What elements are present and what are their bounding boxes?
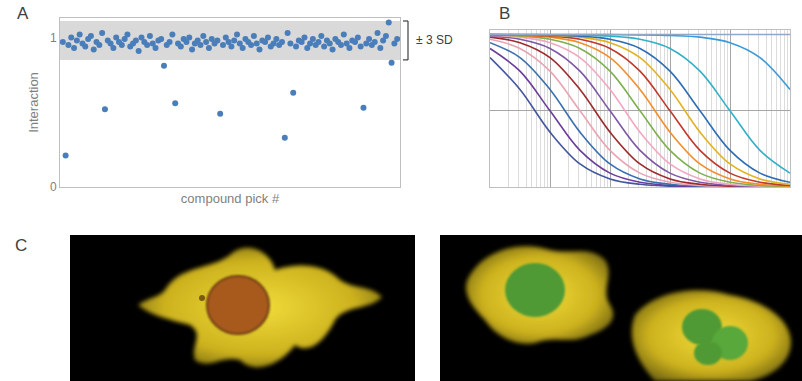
svg-text:± 3 SD: ± 3 SD	[416, 33, 453, 47]
svg-text:0: 0	[50, 180, 57, 194]
svg-text:Interaction: Interaction	[26, 72, 41, 133]
svg-text:1: 1	[50, 31, 57, 45]
svg-text:compound pick #: compound pick #	[181, 191, 280, 206]
svg-text:B: B	[499, 4, 510, 23]
svg-text:C: C	[15, 236, 27, 255]
svg-text:A: A	[17, 4, 29, 23]
